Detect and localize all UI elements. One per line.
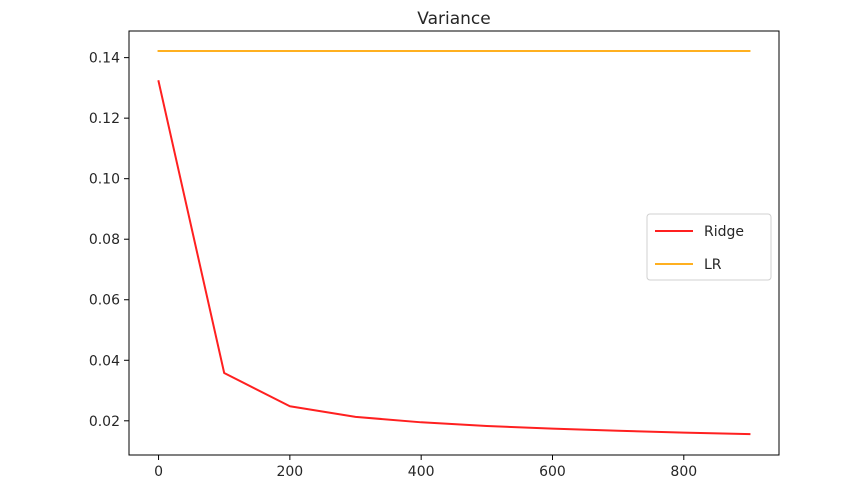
y-tick-label: 0.10 [89,172,120,188]
plot-area [128,30,780,456]
legend-label-lr: LR [704,257,722,273]
x-axis: 0 200 400 600 800 [154,455,697,480]
y-axis: 0.02 0.04 0.06 0.08 0.10 0.12 0.14 [89,51,129,430]
series-layer [157,49,751,436]
y-tick-label: 0.14 [89,51,120,67]
y-tick-label: 0.04 [89,353,120,369]
legend-label-ridge: Ridge [704,224,744,240]
y-tick-label: 0.08 [89,232,120,248]
chart-title: Variance [417,9,490,29]
x-tick-label: 0 [154,464,163,480]
x-tick-label: 200 [276,464,303,480]
x-tick-label: 600 [539,464,566,480]
x-tick-label: 400 [408,464,435,480]
y-tick-label: 0.12 [89,111,120,127]
legend: Ridge LR [646,213,772,281]
y-tick-label: 0.06 [89,293,120,309]
series-line-ridge [157,80,751,436]
y-tick-label: 0.02 [89,414,120,430]
x-tick-label: 800 [670,464,697,480]
